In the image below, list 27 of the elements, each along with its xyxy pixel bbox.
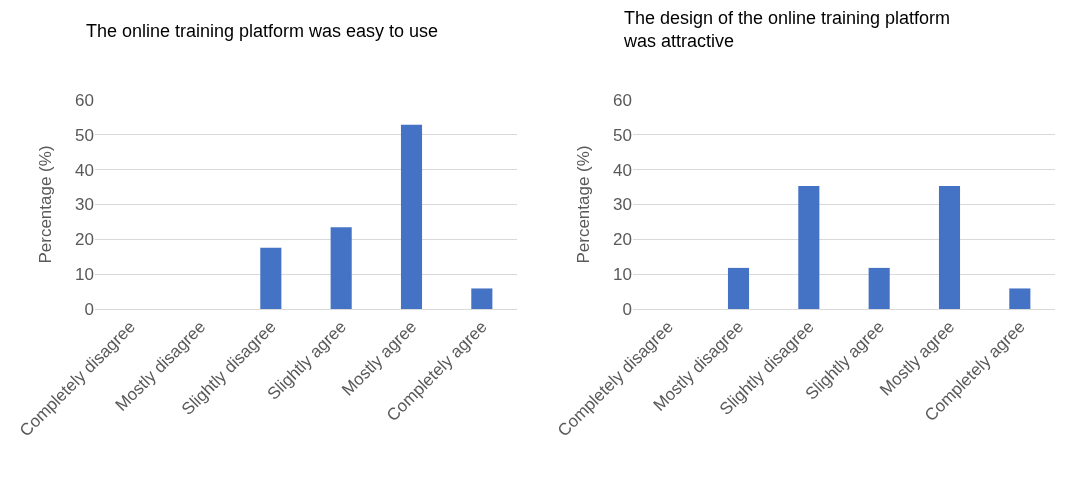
bar bbox=[260, 247, 282, 309]
y-tick-label: 20 bbox=[613, 230, 632, 250]
bar bbox=[1009, 288, 1031, 309]
y-tick-label: 60 bbox=[613, 90, 632, 110]
y-tick-label: 50 bbox=[75, 125, 94, 145]
y-tick-label: 0 bbox=[622, 299, 632, 319]
bar bbox=[727, 267, 750, 309]
y-tick-label: 10 bbox=[613, 265, 632, 285]
bar bbox=[798, 186, 820, 309]
y-tick-label: 30 bbox=[613, 195, 632, 215]
bar bbox=[868, 267, 890, 309]
y-tick-label: 40 bbox=[613, 160, 632, 180]
y-tick-label: 30 bbox=[75, 195, 94, 215]
y-tick-label: 0 bbox=[84, 299, 94, 319]
chart-title: The design of the online training platform was attractive bbox=[622, 7, 951, 52]
bar bbox=[471, 288, 493, 309]
y-axis-title: Percentage (%) bbox=[36, 145, 55, 264]
y-tick-label: 40 bbox=[75, 160, 94, 180]
bar bbox=[330, 227, 352, 309]
y-tick-label: 60 bbox=[75, 90, 94, 110]
bar bbox=[400, 124, 423, 309]
y-axis-title: Percentage (%) bbox=[574, 145, 593, 264]
y-tick-label: 50 bbox=[613, 125, 632, 145]
bar bbox=[938, 186, 961, 309]
y-tick-label: 20 bbox=[75, 230, 94, 250]
chart-title: The online training platform was easy to use bbox=[85, 20, 439, 41]
y-tick-label: 10 bbox=[75, 265, 94, 285]
